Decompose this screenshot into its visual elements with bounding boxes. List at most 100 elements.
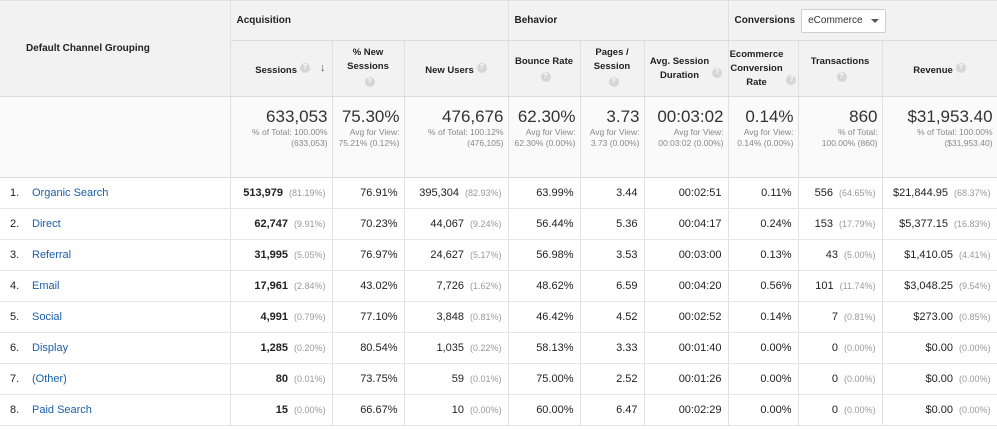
pages-session-cell: 4.52 (580, 301, 645, 333)
total-revenue: $31,953.40% of Total: 100.00% ($31,953.4… (882, 96, 997, 178)
sort-descending-icon[interactable]: ↓ (320, 62, 326, 75)
channel-link[interactable]: Direct (32, 218, 61, 230)
bounce-rate-cell: 60.00% (508, 394, 581, 426)
help-icon[interactable]: ? (476, 63, 487, 74)
help-icon[interactable]: ? (786, 75, 797, 86)
bounce-rate-cell: 75.00% (508, 363, 581, 395)
channel-cell: 7. (Other) (0, 363, 231, 395)
new-users-cell: 395,304 (82.93%) (404, 177, 509, 209)
new-users-cell: 7,726 (1.62%) (404, 270, 509, 302)
ecommerce-conv-rate-cell: 0.56% (728, 270, 799, 302)
avg-session-duration-cell: 00:04:20 (644, 270, 729, 302)
bounce-rate-cell: 46.42% (508, 301, 581, 333)
revenue-cell: $5,377.15 (16.83%) (882, 208, 997, 240)
help-icon[interactable]: ? (608, 77, 619, 88)
col-header-ecommerce-conv-rate[interactable]: Ecommerce Conversion Rate? (728, 40, 799, 97)
transactions-cell: 556 (64.65%) (798, 177, 883, 209)
transactions-cell: 0 (0.00%) (798, 394, 883, 426)
pct-new-sessions-cell: 66.67% (332, 394, 405, 426)
table-row: 2. Direct 62,747 (9.91%) 70.23% 44,067 (9.2… (0, 208, 997, 240)
table-row: 1. Organic Search 513,979 (81.19%) 76.91% … (0, 177, 997, 209)
col-label-ecommerce-conv-rate: Ecommerce Conversion Rate (729, 48, 784, 88)
revenue-cell: $0.00 (0.00%) (882, 332, 997, 364)
pages-session-cell: 3.33 (580, 332, 645, 364)
ecommerce-conv-rate-cell: 0.13% (728, 239, 799, 271)
sessions-cell: 62,747 (9.91%) (230, 208, 333, 240)
help-icon[interactable]: ? (540, 72, 551, 83)
avg-session-duration-cell: 00:02:51 (644, 177, 729, 209)
avg-session-duration-cell: 00:01:40 (644, 332, 729, 364)
acquisition-group-header: Acquisition (230, 0, 509, 41)
col-label-avg-session-duration: Avg. Session Duration (649, 55, 710, 81)
row-number: 6. (10, 342, 20, 354)
row-number: 3. (10, 249, 20, 261)
channel-cell: 8. Paid Search (0, 394, 231, 426)
ecommerce-conv-rate-cell: 0.00% (728, 363, 799, 395)
channel-link[interactable]: Referral (32, 249, 72, 261)
row-number: 7. (10, 373, 20, 385)
table-row: 5. Social 4,991 (0.79%) 77.10% 3,848 (0.81%… (0, 301, 997, 333)
table-row: 6. Display 1,285 (0.20%) 80.54% 1,035 (0.22… (0, 332, 997, 364)
col-header-sessions[interactable]: Sessions? ↓ (230, 40, 333, 97)
pct-new-sessions-cell: 76.97% (332, 239, 405, 271)
bounce-rate-cell: 56.44% (508, 208, 581, 240)
help-icon[interactable]: ? (364, 77, 375, 88)
channel-cell: 1. Organic Search (0, 177, 231, 209)
channel-link[interactable]: (Other) (32, 373, 67, 385)
row-number: 2. (10, 218, 20, 230)
conversions-label: Conversions (734, 15, 796, 26)
channel-link[interactable]: Organic Search (32, 187, 109, 199)
help-icon[interactable]: ? (712, 68, 723, 79)
pages-session-cell: 3.53 (580, 239, 645, 271)
conversions-type-select[interactable]: eCommerce (801, 8, 886, 33)
dimension-header-label: Default Channel Grouping (26, 43, 150, 54)
revenue-cell: $273.00 (0.85%) (882, 301, 997, 333)
col-label-sessions: Sessions (255, 64, 297, 76)
transactions-cell: 43 (5.00%) (798, 239, 883, 271)
col-header-revenue[interactable]: Revenue? (882, 40, 997, 97)
sessions-cell: 15 (0.00%) (230, 394, 333, 426)
sessions-cell: 17,961 (2.84%) (230, 270, 333, 302)
total-pages-session: 3.73 Avg for View: 3.73 (0.00%) (580, 96, 645, 178)
bounce-rate-cell: 56.98% (508, 239, 581, 271)
help-icon[interactable]: ? (836, 72, 847, 83)
transactions-cell: 0 (0.00%) (798, 332, 883, 364)
col-header-new-users[interactable]: New Users? (404, 40, 509, 97)
pages-session-cell: 5.36 (580, 208, 645, 240)
revenue-cell: $1,410.05 (4.41%) (882, 239, 997, 271)
transactions-cell: 153 (17.79%) (798, 208, 883, 240)
avg-session-duration-cell: 00:02:29 (644, 394, 729, 426)
acquisition-label: Acquisition (236, 15, 291, 26)
col-header-bounce-rate[interactable]: Bounce Rate? (508, 40, 581, 97)
col-header-pages-session[interactable]: Pages / Session? (580, 40, 645, 97)
ecommerce-conv-rate-cell: 0.24% (728, 208, 799, 240)
new-users-cell: 3,848 (0.81%) (404, 301, 509, 333)
bounce-rate-cell: 58.13% (508, 332, 581, 364)
new-users-cell: 44,067 (9.24%) (404, 208, 509, 240)
new-users-cell: 59 (0.01%) (404, 363, 509, 395)
channel-link[interactable]: Display (32, 342, 69, 354)
help-icon[interactable]: ? (955, 63, 966, 74)
col-header-avg-session-duration[interactable]: Avg. Session Duration? (644, 40, 729, 97)
table-row: 7. (Other) 80 (0.01%) 73.75% 59 (0.01%) 75.… (0, 363, 997, 395)
pct-new-sessions-cell: 77.10% (332, 301, 405, 333)
col-label-pages-session: Pages / Session (593, 46, 631, 72)
table-row: 3. Referral 31,995 (5.05%) 76.97% 24,627 (5… (0, 239, 997, 271)
channel-cell: 5. Social (0, 301, 231, 333)
col-header-pct-new-sessions[interactable]: % New Sessions? (332, 40, 405, 97)
sessions-cell: 4,991 (0.79%) (230, 301, 333, 333)
channel-link[interactable]: Email (32, 280, 60, 292)
dimension-header[interactable]: Default Channel Grouping (0, 0, 231, 97)
col-label-bounce-rate: Bounce Rate (514, 55, 574, 67)
channel-link[interactable]: Paid Search (32, 404, 92, 416)
new-users-cell: 10 (0.00%) (404, 394, 509, 426)
new-users-cell: 1,035 (0.22%) (404, 332, 509, 364)
row-number: 4. (10, 280, 20, 292)
help-icon[interactable]: ? (300, 63, 310, 74)
channel-link[interactable]: Social (32, 311, 62, 323)
table-row: 4. Email 17,961 (2.84%) 43.02% 7,726 (1.62%… (0, 270, 997, 302)
row-number: 5. (10, 311, 20, 323)
col-header-transactions[interactable]: Transactions? (798, 40, 883, 97)
table-row: 8. Paid Search 15 (0.00%) 66.67% 10 (0.00%)… (0, 394, 997, 426)
total-avg-session-duration: 00:03:02 Avg for View: 00:03:02 (0.00%) (644, 96, 729, 178)
